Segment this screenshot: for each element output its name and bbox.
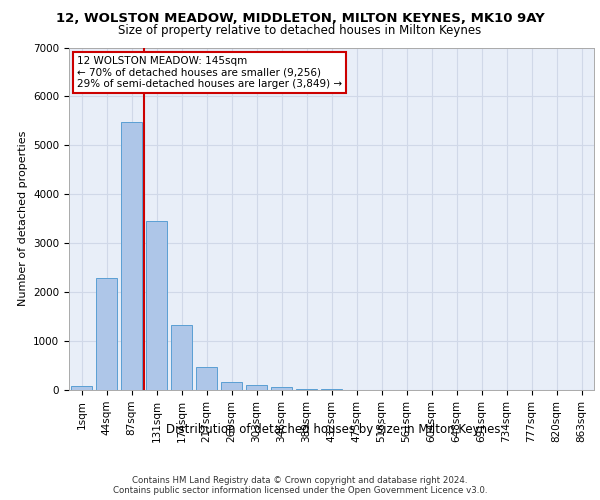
- Text: 12, WOLSTON MEADOW, MIDDLETON, MILTON KEYNES, MK10 9AY: 12, WOLSTON MEADOW, MIDDLETON, MILTON KE…: [56, 12, 544, 26]
- Bar: [246, 385, 267, 390]
- Text: Contains HM Land Registry data © Crown copyright and database right 2024.
Contai: Contains HM Land Registry data © Crown c…: [113, 476, 487, 495]
- Bar: [296, 388, 317, 390]
- Text: Size of property relative to detached houses in Milton Keynes: Size of property relative to detached ho…: [118, 24, 482, 37]
- Bar: [71, 386, 92, 390]
- Bar: [171, 326, 192, 390]
- Y-axis label: Number of detached properties: Number of detached properties: [17, 131, 28, 306]
- Bar: [121, 122, 142, 390]
- Text: 12 WOLSTON MEADOW: 145sqm
← 70% of detached houses are smaller (9,256)
29% of se: 12 WOLSTON MEADOW: 145sqm ← 70% of detac…: [77, 56, 342, 90]
- Bar: [221, 382, 242, 390]
- Bar: [96, 278, 117, 390]
- Bar: [146, 221, 167, 390]
- Bar: [196, 367, 217, 390]
- Bar: [271, 387, 292, 390]
- Text: Distribution of detached houses by size in Milton Keynes: Distribution of detached houses by size …: [166, 422, 500, 436]
